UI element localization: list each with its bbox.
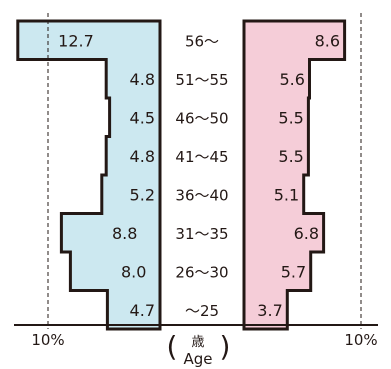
age-category-label: 56〜 [185, 32, 219, 50]
left-value-label: 8.8 [112, 224, 137, 243]
left-paren: ( [167, 330, 178, 363]
right-outline [242, 19, 347, 331]
right-value-label: 5.7 [281, 262, 306, 281]
left-value-label: 4.7 [130, 301, 155, 320]
left-value-label: 5.2 [130, 185, 155, 204]
right-value-label: 5.5 [278, 147, 303, 166]
left-outline [16, 19, 162, 331]
age-category-labels: 56〜 51〜55 46〜50 41〜45 36〜40 31〜35 26〜30 〜25 [175, 32, 228, 320]
right-value-label: 6.8 [294, 224, 319, 243]
right-value-label: 8.6 [315, 31, 340, 50]
right-value-label: 5.6 [280, 70, 305, 89]
age-category-label: 26〜30 [175, 263, 228, 281]
right-pyramid: 8.6 5.6 5.5 5.5 5.1 6.8 5.7 3.7 [242, 13, 362, 331]
left-pyramid: 12.7 4.8 4.5 4.8 5.2 8.8 8.0 4.7 [16, 13, 162, 331]
left-value-label: 8.0 [121, 262, 146, 281]
right-value-label: 5.1 [274, 185, 299, 204]
right-value-label: 5.5 [278, 108, 303, 127]
left-value-label: 4.5 [130, 108, 155, 127]
left-fill [17, 21, 160, 329]
right-tick-label: 10% [344, 331, 377, 349]
age-category-label: 51〜55 [175, 71, 228, 89]
y-axis-label-age: Age [183, 350, 212, 368]
age-category-label: 〜25 [185, 302, 219, 320]
left-bar-6 [70, 252, 160, 291]
right-value-label: 3.7 [257, 301, 282, 320]
left-tick-label: 10% [31, 331, 64, 349]
left-value-label: 4.8 [130, 147, 155, 166]
right-paren: ) [220, 330, 231, 363]
age-category-label: 46〜50 [175, 109, 228, 127]
y-axis-label-kanji: 歳 [191, 335, 204, 350]
age-category-label: 36〜40 [175, 186, 228, 204]
left-bar-5 [61, 214, 160, 253]
left-value-label: 12.7 [58, 31, 94, 50]
age-category-label: 41〜45 [175, 148, 228, 166]
left-value-label: 4.8 [130, 70, 155, 89]
age-category-label: 31〜35 [175, 225, 228, 243]
